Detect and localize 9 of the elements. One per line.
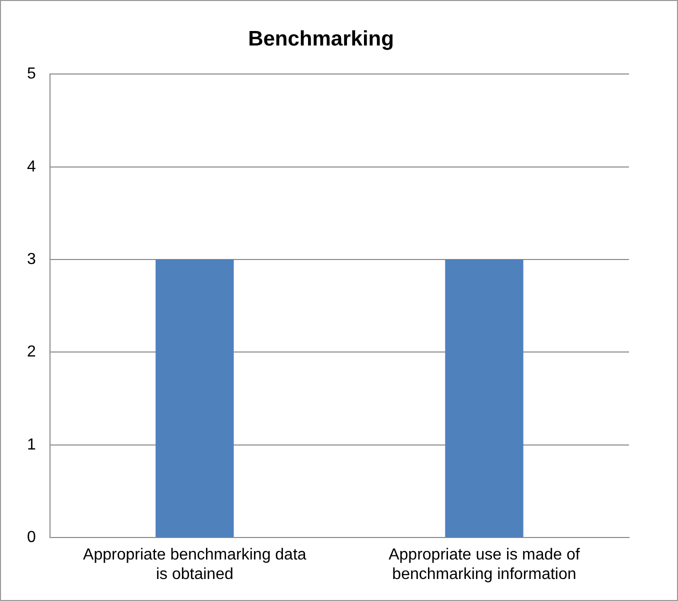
y-tick-label: 5: [26, 66, 36, 83]
x-tick-label: Appropriate benchmarking data is obtained: [83, 546, 306, 583]
x-tick-label: Appropriate use is made of benchmarking information: [388, 546, 580, 583]
y-tick-label: 0: [26, 529, 36, 546]
y-tick-label: 4: [26, 158, 36, 176]
y-tick-label: 1: [26, 436, 36, 454]
chart-title: Benchmarking: [248, 27, 394, 50]
y-tick-label: 3: [26, 250, 36, 268]
y-tick-label: 2: [26, 344, 36, 361]
